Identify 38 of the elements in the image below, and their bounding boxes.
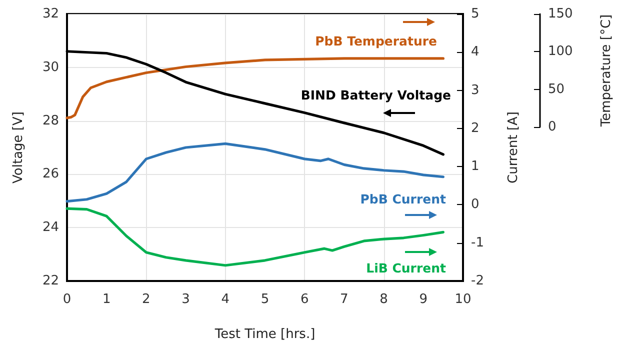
x-tick-label: 9: [419, 292, 428, 307]
x-tick-label: 1: [102, 292, 111, 307]
y2-tick-label: -1: [471, 235, 484, 250]
y-tick-label: 26: [42, 166, 59, 182]
y-tick-label: 24: [42, 220, 59, 236]
x-tick-label: 5: [260, 292, 270, 307]
x-tick-label: 10: [454, 292, 472, 307]
y2-axis-title: Current [A]: [506, 112, 521, 184]
series-label: BIND Battery Voltage: [300, 88, 451, 102]
x-tick-label: 8: [380, 292, 388, 307]
line-series: [66, 142, 444, 203]
x-tick-label: 7: [340, 292, 348, 307]
y2-tick-label: 1: [471, 159, 480, 174]
y3-tick-label: 50: [548, 82, 565, 97]
y-tick-label: 22: [42, 274, 59, 288]
y-axis-title: Voltage [V]: [11, 112, 26, 184]
y2-tick-label: -2: [471, 274, 484, 288]
x-tick-label: 4: [221, 292, 230, 307]
x-tick-label: 3: [182, 292, 190, 307]
x-axis-title: Test Time [hrs.]: [214, 327, 316, 342]
y2-tick-label: 3: [471, 82, 480, 98]
y-tick-label: 28: [42, 113, 59, 128]
x-tick-label: 0: [62, 292, 72, 307]
legend-label: PbB Temperature: [315, 34, 437, 48]
legend-label: LiB Current: [366, 260, 446, 276]
y3-tick-label: 150: [548, 6, 573, 22]
y2-tick-label: 4: [471, 44, 480, 60]
x-tick-label: 6: [300, 292, 309, 307]
x-tick-label: 2: [142, 292, 150, 307]
y2-tick-label: 0: [471, 197, 480, 212]
y-tick-label: 32: [42, 6, 59, 22]
y2-tick-label: 5: [471, 6, 480, 22]
series-label: PbB Current: [360, 192, 446, 206]
y3-tick-label: 0: [548, 120, 556, 134]
y-tick-label: 30: [42, 60, 59, 75]
y2-tick-label: 2: [471, 120, 480, 136]
y3-axis-title: Temperature [°C]: [599, 14, 614, 128]
y3-tick-label: 100: [548, 44, 573, 60]
